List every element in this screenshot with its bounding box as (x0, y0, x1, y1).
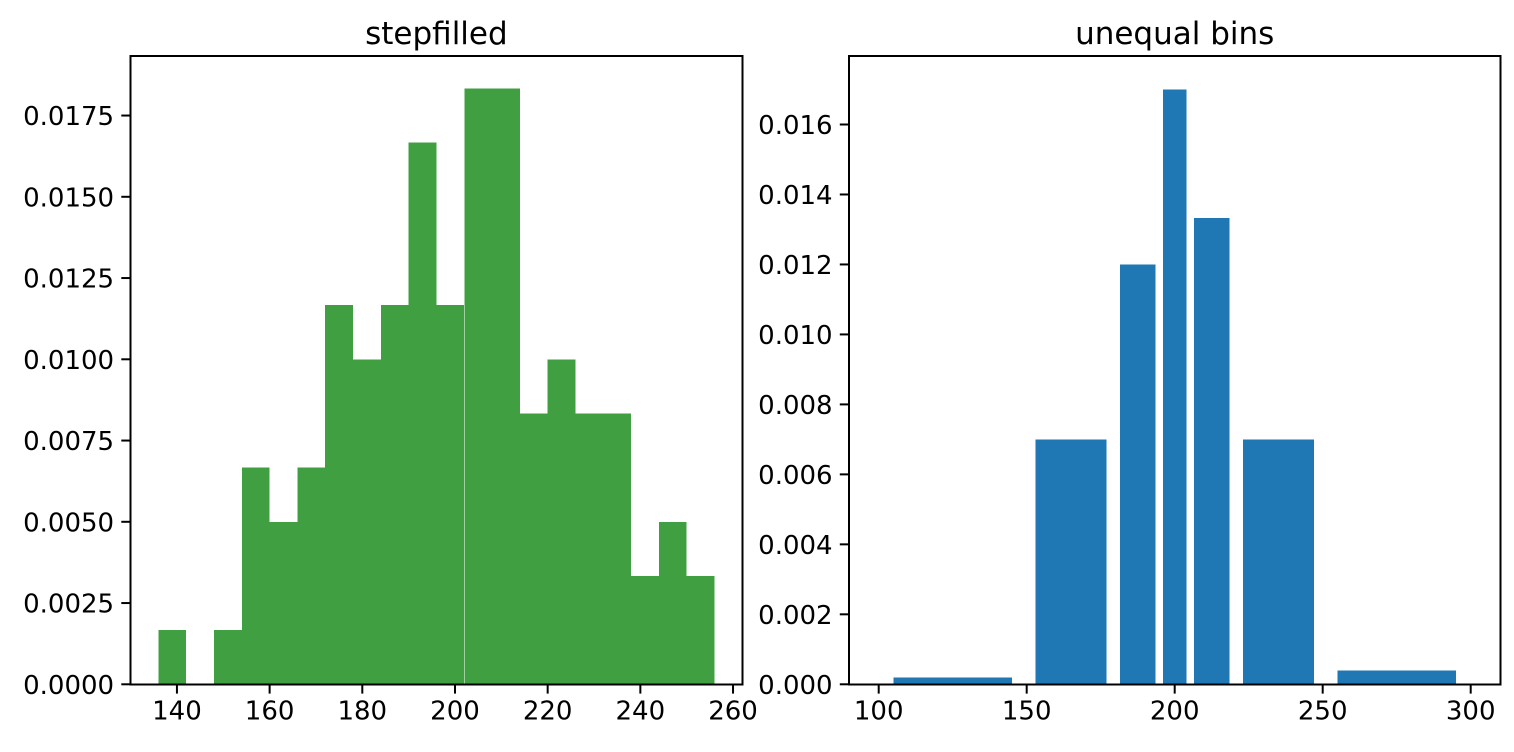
histogram-bar (1119, 264, 1156, 685)
histogram-bar (519, 413, 548, 685)
y-tick-label: 0.006 (758, 461, 832, 491)
right-chart-title: unequal bins (1075, 16, 1274, 52)
y-tick-label: 0.0025 (23, 590, 114, 620)
histogram-bar (1162, 89, 1187, 685)
histogram-bar (1337, 670, 1456, 685)
x-tick-label: 160 (245, 696, 295, 726)
histogram-bar (1242, 439, 1314, 685)
y-tick-label: 0.012 (758, 251, 832, 281)
histogram-bar (325, 305, 353, 685)
histogram-bar (297, 467, 326, 685)
y-tick-label: 0.014 (758, 181, 832, 211)
y-tick-label: 0.0075 (23, 427, 114, 457)
axes-border (129, 55, 744, 686)
y-tick-label: 0.0175 (23, 102, 114, 132)
histogram-bar (464, 88, 493, 685)
histogram-bar (631, 576, 659, 685)
x-tick-label: 200 (1150, 696, 1200, 726)
y-tick-label: 0.002 (758, 601, 832, 631)
x-tick-label: 200 (430, 696, 480, 726)
histogram-bar (353, 359, 381, 685)
histogram-bar (603, 413, 632, 685)
y-tick-label: 0.0150 (23, 183, 114, 213)
y-tick-label: 0.010 (758, 321, 832, 351)
histogram-bar (893, 677, 1012, 685)
y-tick-label: 0.000 (758, 671, 832, 701)
y-tick-label: 0.0100 (23, 346, 114, 376)
left-chart-title: stepfilled (365, 16, 508, 52)
x-tick-label: 240 (616, 696, 666, 726)
y-tick-label: 0.0000 (23, 671, 114, 701)
histogram-bar (547, 359, 576, 685)
histogram-bar (686, 576, 715, 685)
histogram-bar (380, 305, 409, 685)
histogram-bar (436, 305, 465, 685)
histogram-bar (1193, 217, 1230, 685)
x-tick-label: 250 (1298, 696, 1348, 726)
axes-border (848, 55, 1502, 686)
y-tick-label: 0.004 (758, 531, 832, 561)
left-subplot: 140 160 180 200 220 240 260 0.0000 0.0025 0.0050 0… (23, 55, 758, 726)
x-tick-label: 220 (523, 696, 573, 726)
y-tick-label: 0.016 (758, 111, 832, 141)
x-tick-label: 260 (708, 696, 758, 726)
x-tick-label: 180 (337, 696, 387, 726)
histogram-bar (1035, 439, 1107, 685)
y-tick-label: 0.0050 (23, 508, 114, 538)
histogram-bar (241, 467, 270, 685)
histogram-bar (408, 142, 437, 685)
x-tick-label: 150 (1002, 696, 1052, 726)
histogram-bar (575, 413, 604, 685)
histogram-bar (158, 630, 187, 685)
histogram-bar (214, 630, 242, 685)
histogram-bar (269, 521, 298, 685)
histogram-bar (658, 521, 687, 685)
right-subplot: 100 150 200 250 300 0.000 0.002 0.004 0.006 0.008… (758, 55, 1502, 726)
histogram-bar (492, 88, 520, 685)
x-tick-label: 140 (152, 696, 202, 726)
x-tick-label: 100 (854, 696, 904, 726)
y-tick-label: 0.0125 (23, 265, 114, 295)
y-tick-label: 0.008 (758, 391, 832, 421)
x-tick-label: 300 (1446, 696, 1496, 726)
